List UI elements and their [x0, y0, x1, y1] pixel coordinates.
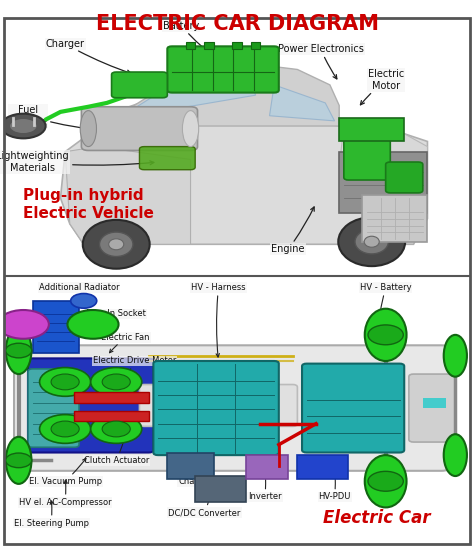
Circle shape	[91, 368, 142, 396]
Circle shape	[51, 421, 79, 437]
FancyBboxPatch shape	[14, 345, 451, 471]
Circle shape	[9, 118, 37, 134]
Ellipse shape	[365, 455, 407, 508]
Text: Fuel
Storage: Fuel Storage	[9, 105, 103, 132]
Text: Power Electronics: Power Electronics	[278, 44, 364, 79]
Polygon shape	[130, 65, 339, 126]
Text: HV el. AC-Compressor: HV el. AC-Compressor	[19, 480, 111, 507]
Ellipse shape	[338, 217, 405, 266]
Ellipse shape	[355, 230, 388, 254]
FancyBboxPatch shape	[28, 369, 79, 447]
FancyBboxPatch shape	[232, 43, 242, 49]
Circle shape	[71, 294, 97, 308]
Circle shape	[102, 421, 130, 437]
Ellipse shape	[182, 110, 199, 147]
FancyBboxPatch shape	[195, 476, 246, 502]
Text: Engine: Engine	[271, 207, 314, 254]
FancyBboxPatch shape	[251, 43, 260, 49]
Text: Additional Radiator: Additional Radiator	[39, 283, 119, 321]
Polygon shape	[339, 126, 428, 211]
Ellipse shape	[364, 236, 379, 247]
Circle shape	[102, 374, 130, 390]
FancyBboxPatch shape	[74, 411, 149, 421]
Circle shape	[6, 453, 32, 468]
Circle shape	[368, 325, 403, 345]
FancyBboxPatch shape	[339, 152, 428, 213]
Text: El. Vacuum Pump: El. Vacuum Pump	[28, 458, 102, 486]
Text: HV-PDU: HV-PDU	[319, 469, 351, 502]
FancyBboxPatch shape	[167, 46, 279, 92]
Polygon shape	[65, 147, 191, 245]
FancyBboxPatch shape	[111, 72, 167, 98]
Text: ELECTRIC CAR DIAGRAM: ELECTRIC CAR DIAGRAM	[95, 14, 379, 34]
FancyBboxPatch shape	[409, 374, 456, 442]
Circle shape	[51, 374, 79, 390]
Text: Electric Fan: Electric Fan	[101, 333, 150, 353]
Circle shape	[6, 343, 32, 358]
Ellipse shape	[444, 335, 467, 377]
FancyBboxPatch shape	[139, 385, 297, 426]
FancyBboxPatch shape	[423, 398, 446, 408]
Polygon shape	[61, 95, 428, 245]
Ellipse shape	[109, 239, 124, 250]
Circle shape	[67, 310, 118, 339]
FancyBboxPatch shape	[363, 195, 428, 242]
Text: HV - Battery: HV - Battery	[360, 283, 411, 339]
FancyBboxPatch shape	[344, 139, 390, 180]
FancyBboxPatch shape	[297, 455, 348, 479]
FancyBboxPatch shape	[339, 118, 404, 142]
Text: Plug-in hybrid
Electric Vehicle: Plug-in hybrid Electric Vehicle	[23, 188, 154, 222]
FancyBboxPatch shape	[139, 147, 195, 170]
FancyBboxPatch shape	[386, 162, 423, 193]
FancyBboxPatch shape	[33, 301, 79, 353]
Ellipse shape	[83, 220, 150, 269]
Polygon shape	[270, 85, 335, 121]
Text: Charger: Charger	[178, 457, 212, 486]
FancyBboxPatch shape	[28, 358, 154, 452]
Text: Electric Drive Motor: Electric Drive Motor	[93, 357, 176, 378]
Text: Radiator: Radiator	[351, 223, 392, 254]
Circle shape	[39, 368, 91, 396]
FancyBboxPatch shape	[186, 43, 195, 49]
Text: Plug-In Socket: Plug-In Socket	[86, 310, 146, 336]
FancyBboxPatch shape	[82, 107, 198, 150]
Ellipse shape	[6, 327, 31, 374]
Ellipse shape	[6, 437, 31, 484]
Text: Clutch Actuator: Clutch Actuator	[83, 438, 149, 465]
Polygon shape	[135, 69, 255, 116]
Ellipse shape	[100, 232, 133, 257]
FancyBboxPatch shape	[74, 392, 149, 403]
Circle shape	[91, 415, 142, 444]
Ellipse shape	[365, 309, 407, 361]
Text: Charger: Charger	[46, 39, 131, 74]
FancyBboxPatch shape	[167, 452, 214, 479]
FancyBboxPatch shape	[246, 455, 288, 479]
Circle shape	[39, 415, 91, 444]
Circle shape	[1, 114, 46, 138]
Ellipse shape	[444, 434, 467, 476]
Text: Battery: Battery	[163, 21, 220, 62]
Text: Electric Car: Electric Car	[322, 509, 430, 527]
Circle shape	[0, 310, 49, 339]
Text: Lightweighting
Materials: Lightweighting Materials	[0, 151, 154, 173]
FancyBboxPatch shape	[302, 364, 404, 452]
Text: Electric
Motor: Electric Motor	[360, 69, 404, 105]
Text: HV - Harness: HV - Harness	[191, 283, 246, 357]
Ellipse shape	[80, 110, 97, 147]
Text: Inverter: Inverter	[248, 469, 282, 502]
Circle shape	[368, 472, 403, 491]
FancyBboxPatch shape	[154, 361, 279, 455]
Text: DC/DC Converter: DC/DC Converter	[168, 485, 241, 517]
Text: El. Steering Pump: El. Steering Pump	[14, 501, 89, 528]
FancyBboxPatch shape	[204, 43, 214, 49]
